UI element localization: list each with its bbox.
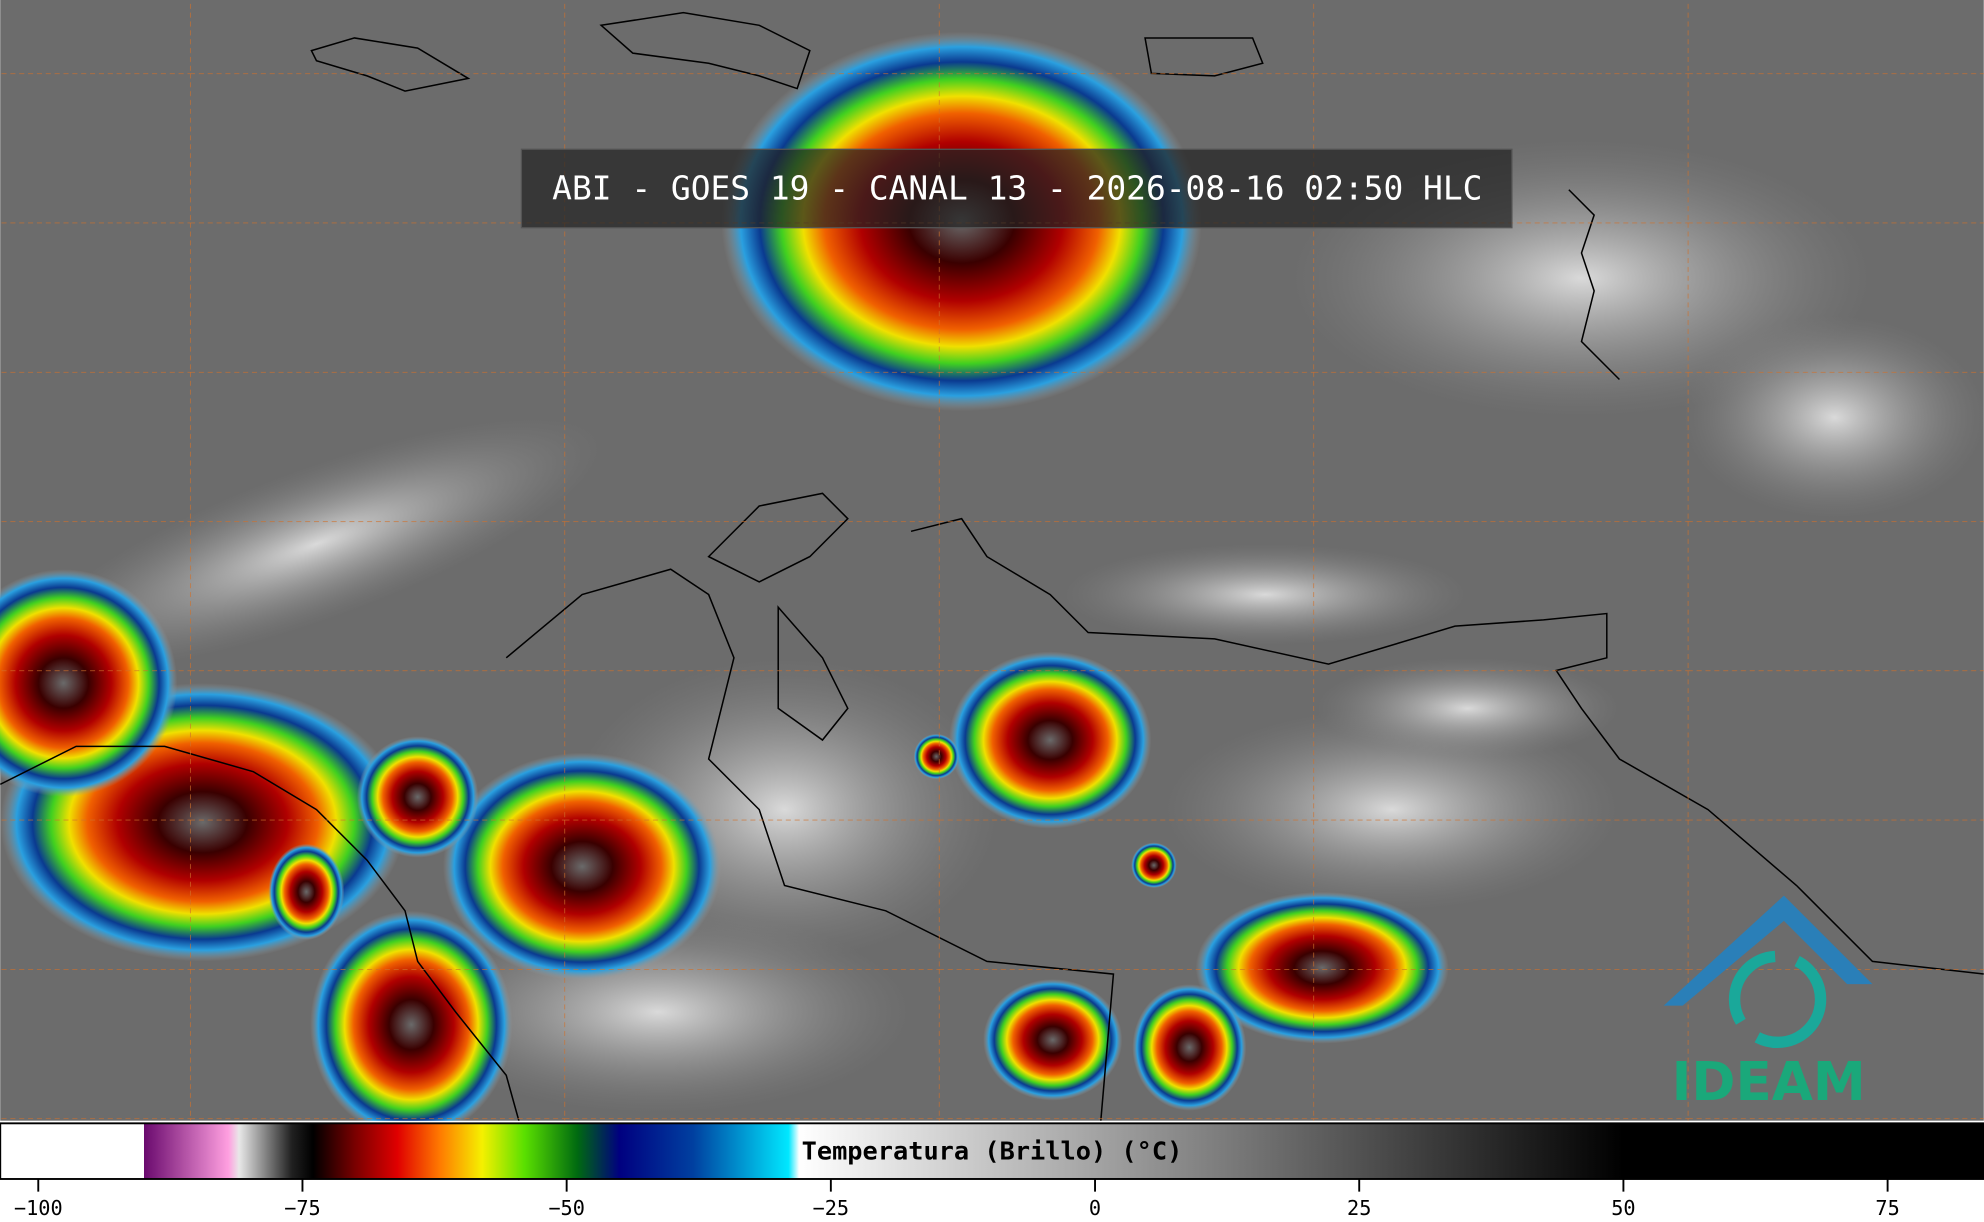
logo: IDEAM [1663,895,1873,1113]
tick-label: −50 [548,1196,585,1220]
tick-label: 0 [1089,1196,1101,1220]
tick-label: 25 [1347,1196,1371,1220]
colorbar-label: Temperatura (Brillo) (°C) [802,1136,1183,1165]
logo-text: IDEAM [1672,1051,1866,1113]
tick-label: −100 [14,1196,63,1220]
title: ABI - GOES 19 - CANAL 13 - 2026-08-16 02… [552,168,1482,207]
logo-swirl [1728,950,1827,1049]
colorbar: Temperatura (Brillo) (°C) −100 −75 −50 −25 0… [0,1120,1984,1222]
title-background [520,148,1513,229]
title-box: ABI - GOES 19 - CANAL 13 - 2026-08-16 02… [520,148,1513,229]
tick-label: −25 [813,1196,850,1220]
tick-label: −75 [284,1196,321,1220]
logo-roof [1663,895,1873,1006]
colorbar-bar [0,1122,1984,1180]
tick-label: 75 [1875,1196,1899,1220]
tick-label: 50 [1611,1196,1635,1220]
